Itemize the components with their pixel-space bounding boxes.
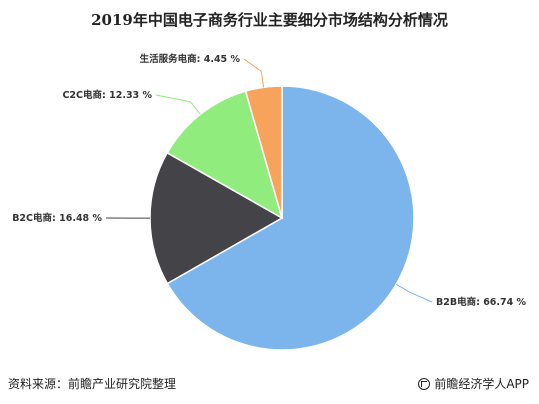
brand-mark: 前瞻经济学人APP: [418, 375, 529, 392]
slice-label-4: 生活服务电商: 4.45 %: [140, 53, 241, 65]
leader-line-4: [243, 58, 265, 88]
pie-slice-1: [166, 85, 415, 351]
slice-label-2: B2C电商: 16.48 %: [12, 212, 102, 224]
leader-line-1: [395, 283, 433, 303]
brand-name: 前瞻经济学人APP: [434, 377, 529, 391]
slice-label-3: C2C电商: 12.33 %: [62, 89, 152, 101]
pie-slice-4: [244, 85, 283, 219]
chart-title: 2019年中国电子商务行业主要细分市场结构分析情况: [91, 11, 448, 29]
brand-logo-icon: [418, 377, 431, 390]
pie-slice-3: [166, 90, 284, 220]
pie-slice-2: [149, 151, 284, 285]
leader-line-3: [155, 94, 201, 115]
slice-label-1: B2B电商: 66.74 %: [436, 296, 527, 308]
source-note: 资料来源：前瞻产业研究院整理: [8, 377, 177, 391]
